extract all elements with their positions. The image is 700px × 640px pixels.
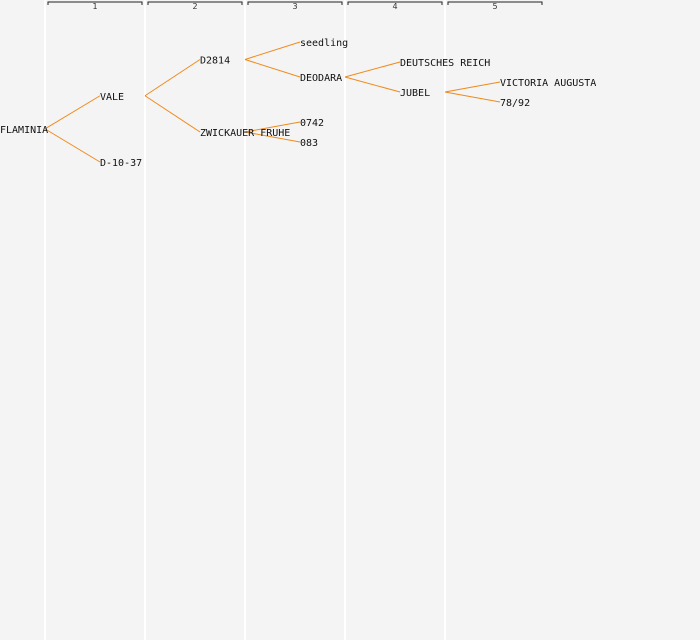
- generation-header-bracket: [47, 1, 143, 5]
- generation-header-bracket: [347, 1, 443, 5]
- generation-header-bracket: [147, 1, 243, 5]
- pedigree-node-label: DEODARA: [300, 73, 342, 84]
- generation-header-bracket: [247, 1, 343, 5]
- pedigree-edge: [244, 131, 301, 143]
- generation-headers: 1 2 3 4 5: [47, 1, 543, 11]
- pedigree-edge: [344, 61, 401, 78]
- pedigree-node-label: DEUTSCHES REICH: [400, 58, 490, 69]
- generation-header-bracket: [447, 1, 543, 5]
- pedigree-node-label: ZWICKAUER FRUHE: [200, 128, 290, 139]
- pedigree-edge: [44, 128, 101, 163]
- pedigree-node-label: 78/92: [500, 98, 530, 109]
- pedigree-node-label: 083: [300, 138, 318, 149]
- pedigree-node-label: VALE: [100, 92, 124, 103]
- generation-number: 2: [192, 2, 197, 11]
- pedigree-node-label: FLAMINIA: [0, 125, 48, 136]
- pedigree-edge: [244, 41, 301, 60]
- pedigree-node-label: JUBEL: [400, 88, 430, 99]
- pedigree-node-label: D2814: [200, 56, 230, 67]
- pedigree-node-label: seedling: [300, 38, 348, 49]
- pedigree-node-label: D-10-37: [100, 158, 142, 169]
- pedigree-edge: [144, 95, 201, 133]
- pedigree-edge: [244, 59, 301, 78]
- pedigree-labels: FLAMINIA VALE D2814 seedling DEODARA DEUTSCHE…: [0, 38, 596, 169]
- pedigree-edge: [44, 95, 101, 130]
- generation-number: 3: [292, 2, 297, 11]
- generation-number: 1: [92, 2, 97, 11]
- pedigree-edge: [244, 121, 301, 133]
- pedigree-edges: [44, 41, 501, 163]
- pedigree-edge: [344, 76, 401, 93]
- generation-number: 4: [392, 2, 397, 11]
- pedigree-edge: [444, 81, 501, 93]
- pedigree-node-label: VICTORIA AUGUSTA: [500, 78, 596, 89]
- pedigree-edge: [144, 59, 201, 97]
- generation-column-lines: [44, 0, 446, 640]
- pedigree-node-label: 0742: [300, 118, 324, 129]
- generation-number: 5: [492, 2, 497, 11]
- pedigree-edge: [444, 91, 501, 103]
